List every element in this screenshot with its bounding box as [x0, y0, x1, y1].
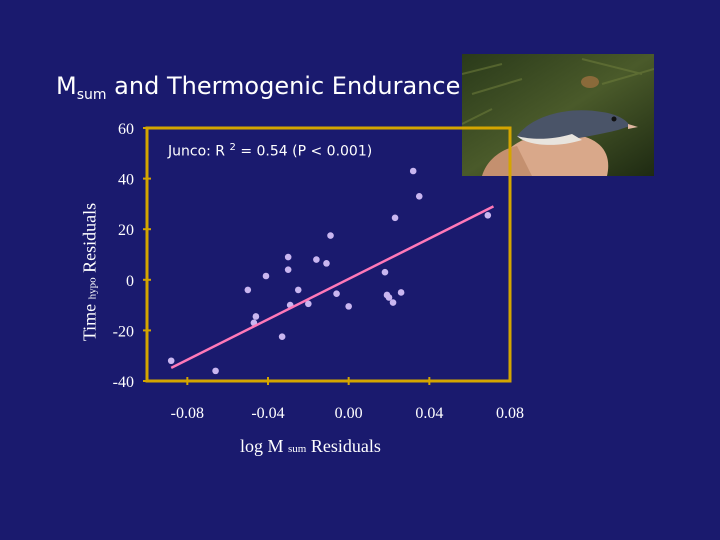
x-tick-label: -0.08 [171, 405, 204, 422]
xlabel-subscript: sum [288, 443, 307, 455]
x-tick-label: 0.04 [415, 405, 443, 422]
data-point [284, 266, 292, 273]
title-subscript: sum [76, 87, 107, 103]
y-tick-label: 40 [118, 172, 134, 189]
data-point [409, 167, 417, 175]
r-squared-annotation: Junco: R 2 = 0.54 (P < 0.001) [168, 142, 372, 160]
y-axis-label: Time hypo Residuals [80, 203, 101, 341]
plot-frame [143, 126, 512, 385]
ylabel-subscript: hypo [86, 277, 99, 300]
data-point [278, 333, 286, 341]
junco-bird-in-hand-photo-icon [462, 54, 654, 176]
data-point [397, 289, 405, 296]
title-rest: and Thermogenic Endurance [106, 72, 461, 100]
y-tick-label: -40 [113, 374, 134, 391]
regression-line [170, 205, 495, 369]
y-tick-label: 20 [118, 222, 134, 239]
data-point [284, 253, 292, 261]
x-tick-labels: -0.08 -0.04 0.00 0.04 0.08 [171, 405, 524, 422]
junco-photo [462, 54, 654, 176]
ylabel-main: Time [79, 303, 100, 342]
xlabel-rest: Residuals [306, 436, 381, 456]
data-point [167, 357, 175, 365]
x-axis-label: log M sum Residuals [240, 436, 381, 457]
slide-title: Msum and Thermogenic Endurance [56, 72, 461, 103]
data-points [167, 167, 492, 375]
y-tick-label: -20 [113, 323, 134, 340]
xlabel-main: log M [240, 436, 284, 456]
data-point [391, 214, 399, 222]
ylabel-rest: Residuals [79, 202, 100, 273]
data-point [212, 367, 219, 375]
data-point [305, 300, 312, 308]
x-tick-label: 0.00 [335, 405, 363, 422]
x-tick-label: 0.08 [496, 405, 524, 422]
annotation-suffix: = 0.54 (P < 0.001) [235, 143, 373, 160]
y-tick-label: 60 [118, 121, 134, 138]
data-point [415, 193, 423, 200]
data-point [262, 272, 270, 280]
data-point [244, 286, 252, 294]
data-point [484, 211, 492, 219]
data-point [333, 290, 340, 298]
data-point [381, 268, 389, 276]
data-point [385, 294, 393, 301]
annotation-prefix: Junco: R [168, 143, 226, 160]
y-tick-label: 0 [126, 273, 134, 290]
plot-area-border [145, 126, 512, 383]
title-main: M [56, 72, 77, 100]
data-point [252, 313, 260, 320]
x-tick-label: -0.04 [251, 405, 284, 422]
data-point [313, 256, 320, 263]
fit-line-group [170, 205, 495, 369]
data-point [323, 260, 330, 267]
data-point [294, 286, 302, 294]
data-point [389, 299, 397, 306]
y-tick-labels: 60 40 20 0 -20 -40 [113, 121, 134, 391]
annotation-superscript: 2 [229, 142, 236, 153]
data-point [345, 303, 352, 310]
data-point [327, 232, 334, 239]
